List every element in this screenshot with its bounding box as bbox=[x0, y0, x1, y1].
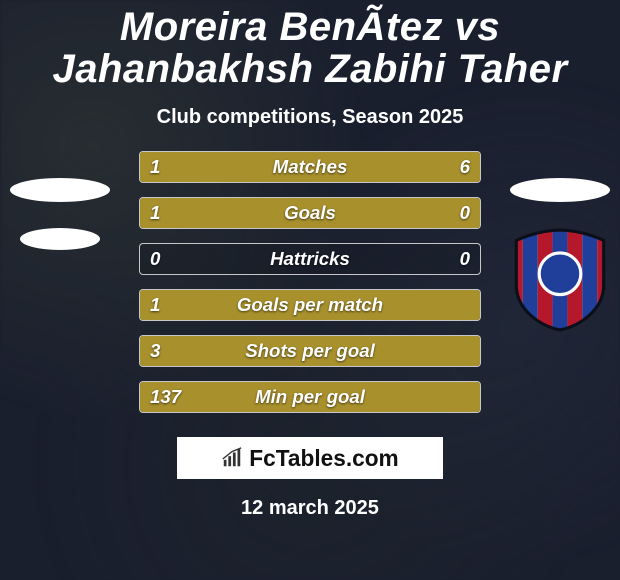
stat-label: Min per goal bbox=[140, 386, 480, 408]
date-text: 12 march 2025 bbox=[241, 497, 379, 520]
content-root: Moreira BenÃ­tez vs Jahanbakhsh Zabihi T… bbox=[0, 0, 620, 580]
stat-bar: Goals1 0 bbox=[139, 197, 481, 229]
stat-bar: Min per goal137 bbox=[139, 381, 481, 413]
stat-value-left: 3 bbox=[150, 340, 160, 362]
stat-row: Min per goal137 bbox=[0, 381, 620, 413]
stat-bar: Shots per goal3 bbox=[139, 335, 481, 367]
subtitle: Club competitions, Season 2025 bbox=[157, 106, 464, 129]
stat-row: Hattricks0 0 bbox=[0, 243, 620, 275]
stat-row: Matches1 6 bbox=[0, 151, 620, 183]
stat-value-left: 1 bbox=[150, 156, 160, 178]
stat-value-left: 1 bbox=[150, 202, 160, 224]
stat-label: Goals per match bbox=[140, 294, 480, 316]
watermark-text: FcTables.com bbox=[249, 445, 398, 472]
stat-value-right: 0 bbox=[460, 202, 470, 224]
comparison-chart: Matches16Goals10Hattricks00Goals per mat… bbox=[0, 151, 620, 427]
stat-value-right: 0 bbox=[460, 248, 470, 270]
stat-bar: Matches1 6 bbox=[139, 151, 481, 183]
stat-label: Matches bbox=[140, 156, 480, 178]
watermark-box: FcTables.com bbox=[177, 437, 443, 479]
stat-value-left: 137 bbox=[150, 386, 181, 408]
stat-bar: Hattricks0 0 bbox=[139, 243, 481, 275]
stat-label: Goals bbox=[140, 202, 480, 224]
stat-row: Goals1 0 bbox=[0, 197, 620, 229]
stat-value-left: 0 bbox=[150, 248, 160, 270]
chart-icon bbox=[221, 447, 243, 469]
stat-row: Shots per goal3 bbox=[0, 335, 620, 367]
stat-value-right: 6 bbox=[460, 156, 470, 178]
stat-row: Goals per match1 bbox=[0, 289, 620, 321]
page-title: Moreira BenÃ­tez vs Jahanbakhsh Zabihi T… bbox=[0, 6, 620, 90]
stat-label: Shots per goal bbox=[140, 340, 480, 362]
stat-value-left: 1 bbox=[150, 294, 160, 316]
stat-bar: Goals per match1 bbox=[139, 289, 481, 321]
stat-label: Hattricks bbox=[140, 248, 480, 270]
